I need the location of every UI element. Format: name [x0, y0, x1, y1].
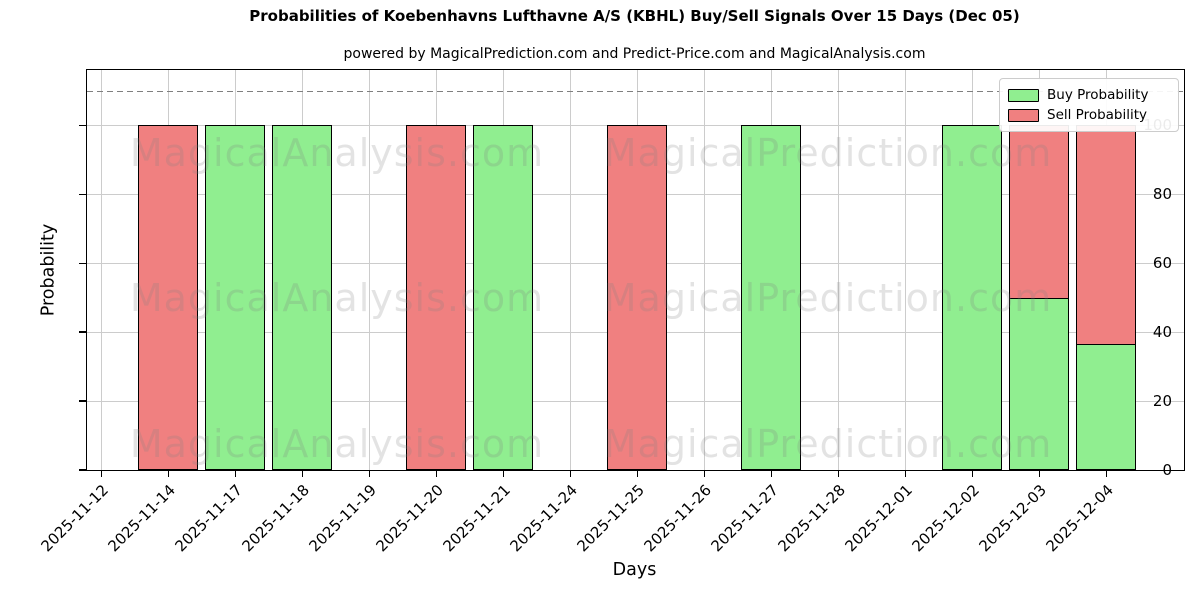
- legend-label-sell: Sell Probability: [1047, 107, 1148, 123]
- x-tick: [234, 470, 236, 477]
- chart-title: Probabilities of Koebenhavns Lufthavne A…: [249, 7, 1020, 25]
- vertical-gridline: [569, 70, 571, 470]
- x-axis-label: Days: [612, 560, 657, 580]
- x-tick-label: 2025-12-01: [841, 481, 916, 556]
- y-tick-label: 0: [1162, 461, 1172, 479]
- x-tick-label: 2025-11-12: [37, 481, 112, 556]
- x-tick-label: 2025-11-19: [305, 481, 380, 556]
- sell-swatch-icon: [1008, 108, 1039, 122]
- vertical-gridline: [100, 70, 102, 470]
- bar-sell-segment: [1009, 125, 1069, 299]
- x-tick-label: 2025-11-26: [640, 481, 715, 556]
- bar-buy-segment: [205, 125, 265, 470]
- x-tick-label: 2025-11-24: [506, 481, 581, 556]
- chart-subtitle: powered by MagicalPrediction.com and Pre…: [343, 46, 926, 62]
- bar-sell-segment: [138, 125, 198, 470]
- y-tick: [79, 469, 86, 471]
- bar-buy-segment: [473, 125, 533, 470]
- x-tick: [301, 470, 303, 477]
- x-tick-label: 2025-11-21: [439, 481, 514, 556]
- x-tick: [837, 470, 839, 477]
- x-tick-label: 2025-12-03: [975, 481, 1050, 556]
- x-tick-label: 2025-11-17: [171, 481, 246, 556]
- bar-sell-segment: [406, 125, 466, 470]
- x-tick-label: 2025-11-18: [238, 481, 313, 556]
- x-tick: [167, 470, 169, 477]
- x-tick: [569, 470, 571, 477]
- y-tick-label: 80: [1152, 185, 1172, 204]
- legend-item-sell: Sell Probability: [1008, 105, 1170, 125]
- bar-sell-segment: [607, 125, 667, 470]
- x-tick-label: 2025-12-04: [1042, 481, 1117, 556]
- vertical-gridline: [368, 70, 370, 470]
- y-tick-label: 40: [1152, 323, 1172, 342]
- x-tick: [502, 470, 504, 477]
- y-tick: [79, 193, 86, 195]
- legend: Buy Probability Sell Probability: [999, 78, 1179, 132]
- bar-buy-segment: [272, 125, 332, 470]
- vertical-gridline: [703, 70, 705, 470]
- x-tick: [100, 470, 102, 477]
- bar-sell-segment: [1076, 125, 1136, 346]
- bar-buy-segment: [942, 125, 1002, 470]
- bar-buy-segment: [741, 125, 801, 470]
- vertical-gridline: [837, 70, 839, 470]
- y-tick-label: 20: [1152, 392, 1172, 411]
- x-tick: [703, 470, 705, 477]
- vertical-gridline: [904, 70, 906, 470]
- x-tick-label: 2025-11-25: [573, 481, 648, 556]
- bar-buy-segment: [1076, 344, 1136, 470]
- x-tick-label: 2025-11-20: [372, 481, 447, 556]
- x-tick-label: 2025-11-27: [707, 481, 782, 556]
- plot-area: Buy Probability Sell Probability Magical…: [37, 69, 1185, 555]
- x-tick: [368, 470, 370, 477]
- x-tick: [770, 470, 772, 477]
- y-tick: [79, 262, 86, 264]
- x-tick: [435, 470, 437, 477]
- x-tick: [636, 470, 638, 477]
- x-tick: [1105, 470, 1107, 477]
- x-tick-label: 2025-11-28: [774, 481, 849, 556]
- y-tick: [79, 124, 86, 126]
- threshold-dashed-line: [87, 90, 1184, 93]
- x-tick: [1038, 470, 1040, 477]
- legend-item-buy: Buy Probability: [1008, 85, 1170, 105]
- bar-buy-segment: [1009, 297, 1069, 470]
- y-tick-label: 60: [1152, 254, 1172, 273]
- x-tick: [904, 470, 906, 477]
- y-tick: [79, 400, 86, 402]
- x-tick-label: 2025-12-02: [908, 481, 983, 556]
- legend-label-buy: Buy Probability: [1047, 87, 1149, 103]
- buy-swatch-icon: [1008, 88, 1039, 102]
- x-tick: [971, 470, 973, 477]
- y-axis-label: Probability: [38, 223, 59, 317]
- y-tick: [79, 331, 86, 333]
- x-tick-label: 2025-11-14: [104, 481, 179, 556]
